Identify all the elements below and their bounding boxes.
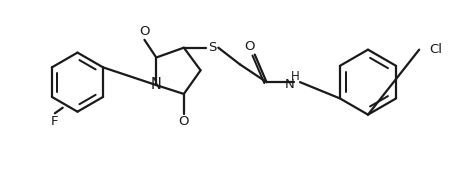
Text: H: H [291, 70, 299, 83]
Text: F: F [51, 115, 59, 128]
Text: N: N [284, 78, 294, 91]
Text: Cl: Cl [429, 43, 442, 56]
Text: O: O [139, 25, 149, 38]
Text: O: O [245, 40, 255, 53]
Text: O: O [178, 115, 189, 128]
Text: N: N [151, 77, 162, 92]
Text: S: S [208, 41, 217, 54]
